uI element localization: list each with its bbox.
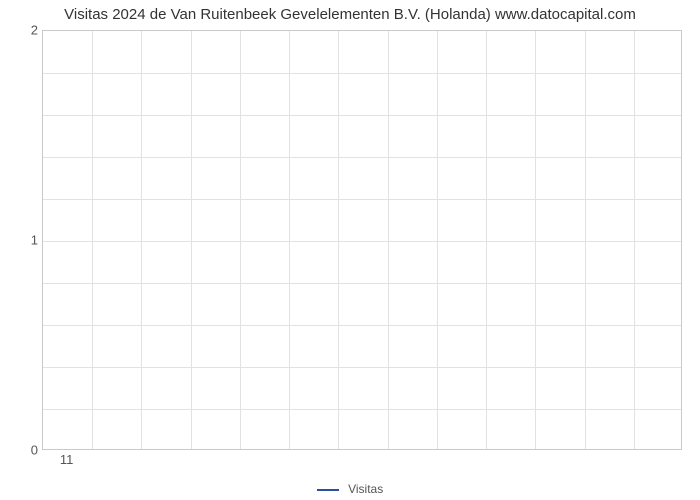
grid-line-vertical [141,31,142,449]
plot-area [42,30,682,450]
grid-line-vertical [388,31,389,449]
grid-line-vertical [92,31,93,449]
grid-line-vertical [240,31,241,449]
legend-label-visitas: Visitas [348,482,383,496]
y-axis-tick-label: 1 [8,233,38,248]
y-axis-tick-label: 2 [8,23,38,38]
y-axis-tick-label: 0 [8,443,38,458]
chart-title: Visitas 2024 de Van Ruitenbeek Gevelelem… [0,6,700,23]
legend: Visitas [0,482,700,496]
grid-line-vertical [338,31,339,449]
grid-line-vertical [191,31,192,449]
grid-line-vertical [535,31,536,449]
legend-swatch-visitas [317,489,339,491]
grid-line-vertical [585,31,586,449]
grid-line-vertical [437,31,438,449]
grid-line-vertical [634,31,635,449]
grid-line-vertical [486,31,487,449]
grid-line-vertical [289,31,290,449]
x-axis-tick-label: 11 [60,452,74,467]
